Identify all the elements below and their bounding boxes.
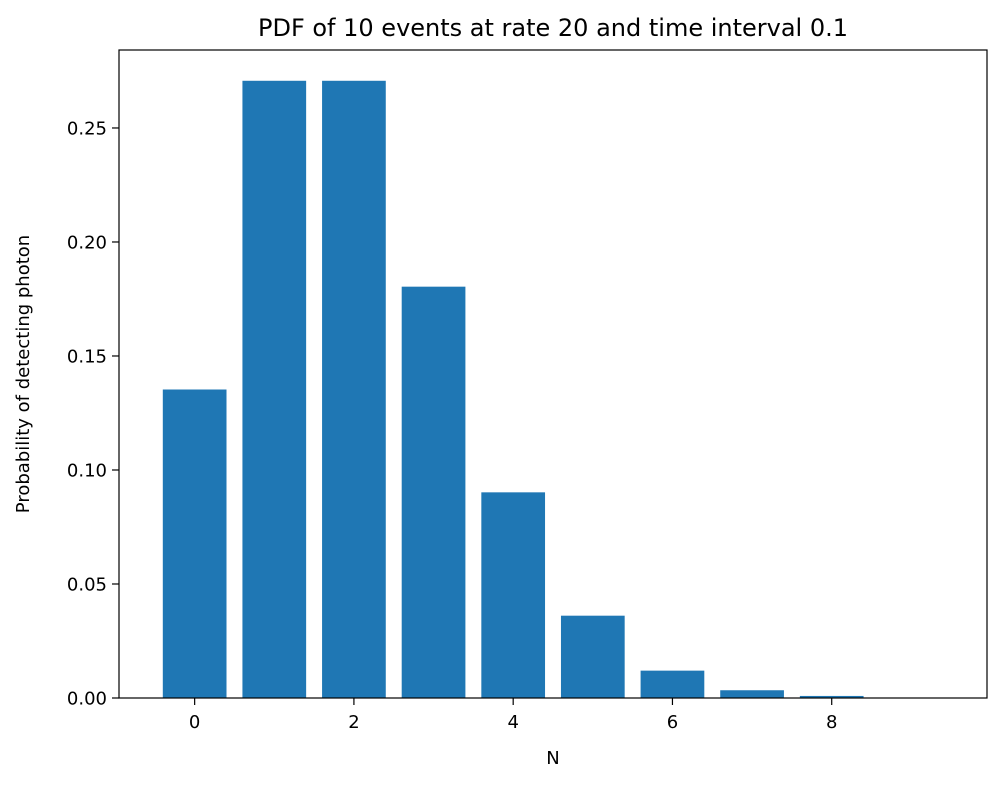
y-tick-label: 0.15 <box>67 346 107 367</box>
bar-n-8 <box>799 695 864 698</box>
y-tick-label: 0.00 <box>67 688 107 709</box>
x-tick-label: 2 <box>348 712 359 733</box>
bar-n-6 <box>640 670 705 698</box>
x-axis-label: N <box>546 748 559 769</box>
bar-n-5 <box>560 615 625 698</box>
y-tick-label: 0.10 <box>67 460 107 481</box>
bar-n-7 <box>720 690 784 698</box>
x-tick-label: 0 <box>189 712 200 733</box>
bar-n-0 <box>162 389 227 698</box>
x-tick-label: 8 <box>826 712 837 733</box>
bar-n-2 <box>322 80 386 699</box>
y-tick-label: 0.05 <box>67 574 107 595</box>
y-axis: 0.00 0.05 0.10 0.15 0.20 0.25 <box>67 118 119 709</box>
bars-group <box>162 80 944 699</box>
x-tick-label: 6 <box>667 712 678 733</box>
chart-title: PDF of 10 events at rate 20 and time int… <box>258 14 848 42</box>
y-axis-label: Probability of detecting photon <box>13 235 34 513</box>
y-tick-label: 0.25 <box>67 118 107 139</box>
bar-n-3 <box>401 286 466 698</box>
x-tick-label: 4 <box>507 712 518 733</box>
bar-n-1 <box>242 80 307 699</box>
x-axis: 0 2 4 6 8 <box>189 698 837 733</box>
bar-n-4 <box>481 492 546 698</box>
plot-area-frame <box>118 49 988 699</box>
y-tick-label: 0.20 <box>67 232 107 253</box>
